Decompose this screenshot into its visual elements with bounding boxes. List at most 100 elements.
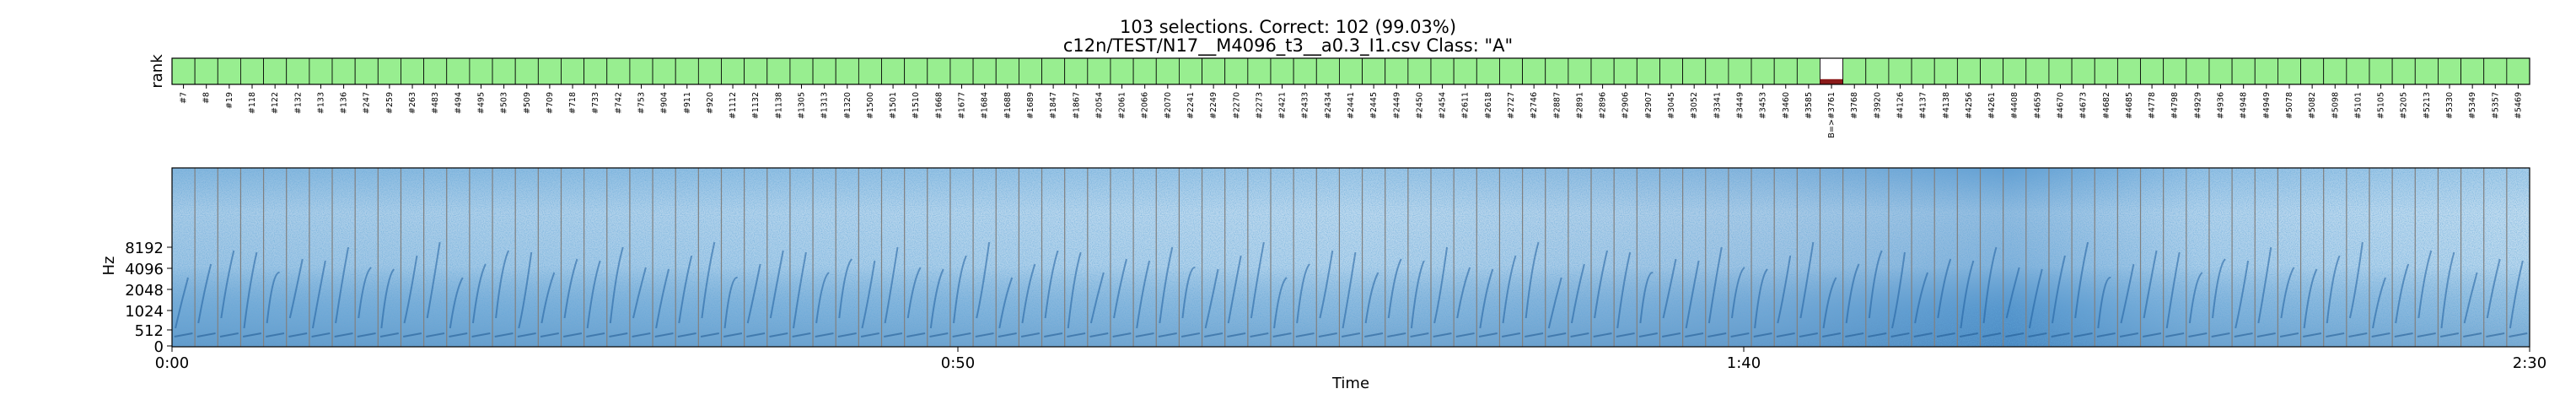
low-band-trace bbox=[2188, 332, 2208, 338]
low-band-trace bbox=[860, 332, 879, 338]
rank-bar bbox=[2208, 57, 2233, 85]
rank-tick-label: #2433 bbox=[1301, 92, 1310, 119]
call-trace bbox=[1662, 258, 1677, 319]
rank-tick-label: #133 bbox=[316, 92, 325, 114]
rank-bar bbox=[401, 57, 425, 85]
rank-tick-label: #2611 bbox=[1461, 92, 1471, 119]
rank-bar bbox=[2163, 57, 2187, 85]
call-trace bbox=[2235, 260, 2250, 329]
low-band-trace bbox=[1936, 332, 1955, 338]
low-band-trace bbox=[1707, 332, 1727, 338]
rank-tick-label: #509 bbox=[523, 92, 532, 114]
rank-bar bbox=[217, 57, 241, 85]
call-trace bbox=[243, 251, 258, 329]
call-trace bbox=[358, 267, 372, 319]
rank-tick-label: #718 bbox=[568, 92, 578, 114]
low-band-trace bbox=[1044, 332, 1063, 338]
call-trace bbox=[1113, 258, 1127, 319]
call-trace bbox=[2005, 267, 2020, 319]
rank-bar bbox=[652, 57, 676, 85]
low-band-trace bbox=[2211, 332, 2230, 338]
rank-bar bbox=[881, 57, 906, 85]
rank-tick-label: #2727 bbox=[1507, 92, 1516, 119]
low-band-trace bbox=[1913, 332, 1933, 338]
call-trace bbox=[1089, 272, 1105, 324]
low-band-trace bbox=[2326, 332, 2345, 338]
rank-tick-label: #1668 bbox=[934, 92, 944, 119]
call-trace bbox=[2463, 272, 2478, 324]
rank-bar bbox=[1636, 57, 1660, 85]
rank-bar bbox=[2438, 57, 2461, 85]
rank-tick-label: #1313 bbox=[820, 92, 830, 119]
call-trace bbox=[2395, 263, 2410, 324]
rank-bar bbox=[697, 57, 722, 85]
rank-bar bbox=[446, 57, 471, 85]
low-band-trace bbox=[2348, 332, 2368, 338]
call-trace bbox=[380, 268, 395, 329]
call-trace bbox=[1754, 268, 1768, 329]
low-band-trace bbox=[174, 332, 193, 338]
call-trace bbox=[1616, 251, 1632, 329]
low-band-trace bbox=[1753, 332, 1772, 338]
rank-bar bbox=[561, 57, 585, 85]
rank-tick-label: #2906 bbox=[1621, 92, 1631, 119]
call-trace bbox=[471, 263, 487, 324]
call-trace bbox=[2188, 272, 2203, 324]
low-band-trace bbox=[1364, 332, 1384, 338]
call-trace bbox=[2257, 246, 2272, 324]
rank-bar bbox=[194, 57, 218, 85]
rank-tick-label: #1688 bbox=[1003, 92, 1013, 119]
rank-tick-label: #5330 bbox=[2445, 92, 2455, 119]
rank-tick-label: B=>#3761 bbox=[1827, 92, 1837, 138]
low-band-trace bbox=[1250, 332, 1269, 338]
low-band-trace bbox=[1525, 332, 1544, 338]
call-trace bbox=[2440, 251, 2455, 329]
chart-title-line1: 103 selections. Correct: 102 (99.03%) bbox=[1119, 17, 1457, 37]
call-trace bbox=[793, 251, 807, 329]
rank-bar bbox=[927, 57, 951, 85]
call-trace bbox=[2509, 260, 2524, 329]
low-band-trace bbox=[700, 332, 719, 338]
rank-bar bbox=[1132, 57, 1157, 85]
call-trace bbox=[311, 260, 326, 329]
low-band-trace bbox=[998, 332, 1017, 338]
low-band-trace bbox=[2005, 332, 2025, 338]
rank-bar bbox=[2369, 57, 2393, 85]
low-band-trace bbox=[975, 332, 994, 338]
call-trace bbox=[1342, 251, 1357, 329]
low-band-trace bbox=[449, 332, 468, 338]
low-band-trace bbox=[196, 332, 216, 338]
rank-tick-label: #4659 bbox=[2033, 92, 2042, 119]
call-trace bbox=[1159, 246, 1174, 324]
call-trace bbox=[609, 246, 624, 324]
low-band-trace bbox=[219, 332, 239, 338]
call-trace bbox=[678, 255, 693, 324]
rank-bar bbox=[2323, 57, 2347, 85]
rank-bar bbox=[492, 57, 516, 85]
spectrogram-axes-frame bbox=[171, 167, 2530, 348]
call-trace bbox=[1594, 250, 1609, 319]
low-band-trace bbox=[402, 332, 422, 338]
low-band-trace bbox=[2417, 332, 2436, 338]
low-band-trace bbox=[517, 332, 536, 338]
call-trace bbox=[838, 258, 853, 319]
rank-tick-label: #2434 bbox=[1324, 92, 1333, 119]
low-band-trace bbox=[2463, 332, 2482, 338]
low-band-trace bbox=[2439, 332, 2460, 338]
rank-bar bbox=[1911, 57, 1935, 85]
low-band-trace bbox=[2394, 332, 2413, 338]
rank-bar bbox=[1041, 57, 1066, 85]
call-trace bbox=[403, 255, 418, 324]
call-trace bbox=[495, 250, 509, 319]
rank-bar bbox=[309, 57, 333, 85]
low-band-trace bbox=[884, 332, 903, 338]
call-trace bbox=[815, 272, 830, 324]
rank-tick-label: #5469 bbox=[2514, 92, 2523, 119]
call-trace bbox=[197, 263, 212, 324]
rank-bar bbox=[2071, 57, 2095, 85]
rank-tick-label: #4949 bbox=[2262, 92, 2272, 119]
rank-bar bbox=[1315, 57, 1340, 85]
rank-tick-label: #259 bbox=[385, 92, 395, 114]
rank-tick-label: #5082 bbox=[2308, 92, 2317, 119]
